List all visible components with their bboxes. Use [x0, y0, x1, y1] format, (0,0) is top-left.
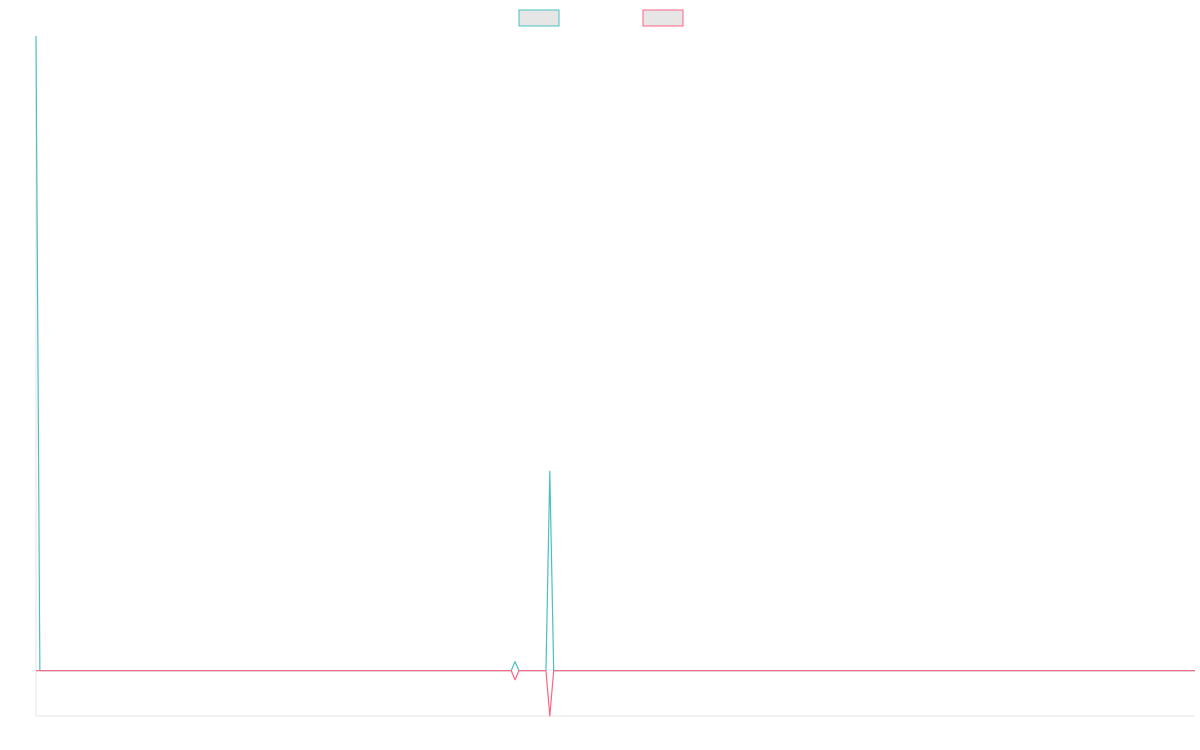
legend-swatch-2	[642, 9, 684, 27]
legend-swatch-1	[518, 9, 560, 27]
axes	[35, 36, 1195, 717]
legend	[518, 9, 684, 27]
series-layer	[35, 35, 1195, 717]
series-line-2	[36, 670, 1195, 717]
series-line-1	[35, 35, 1195, 672]
